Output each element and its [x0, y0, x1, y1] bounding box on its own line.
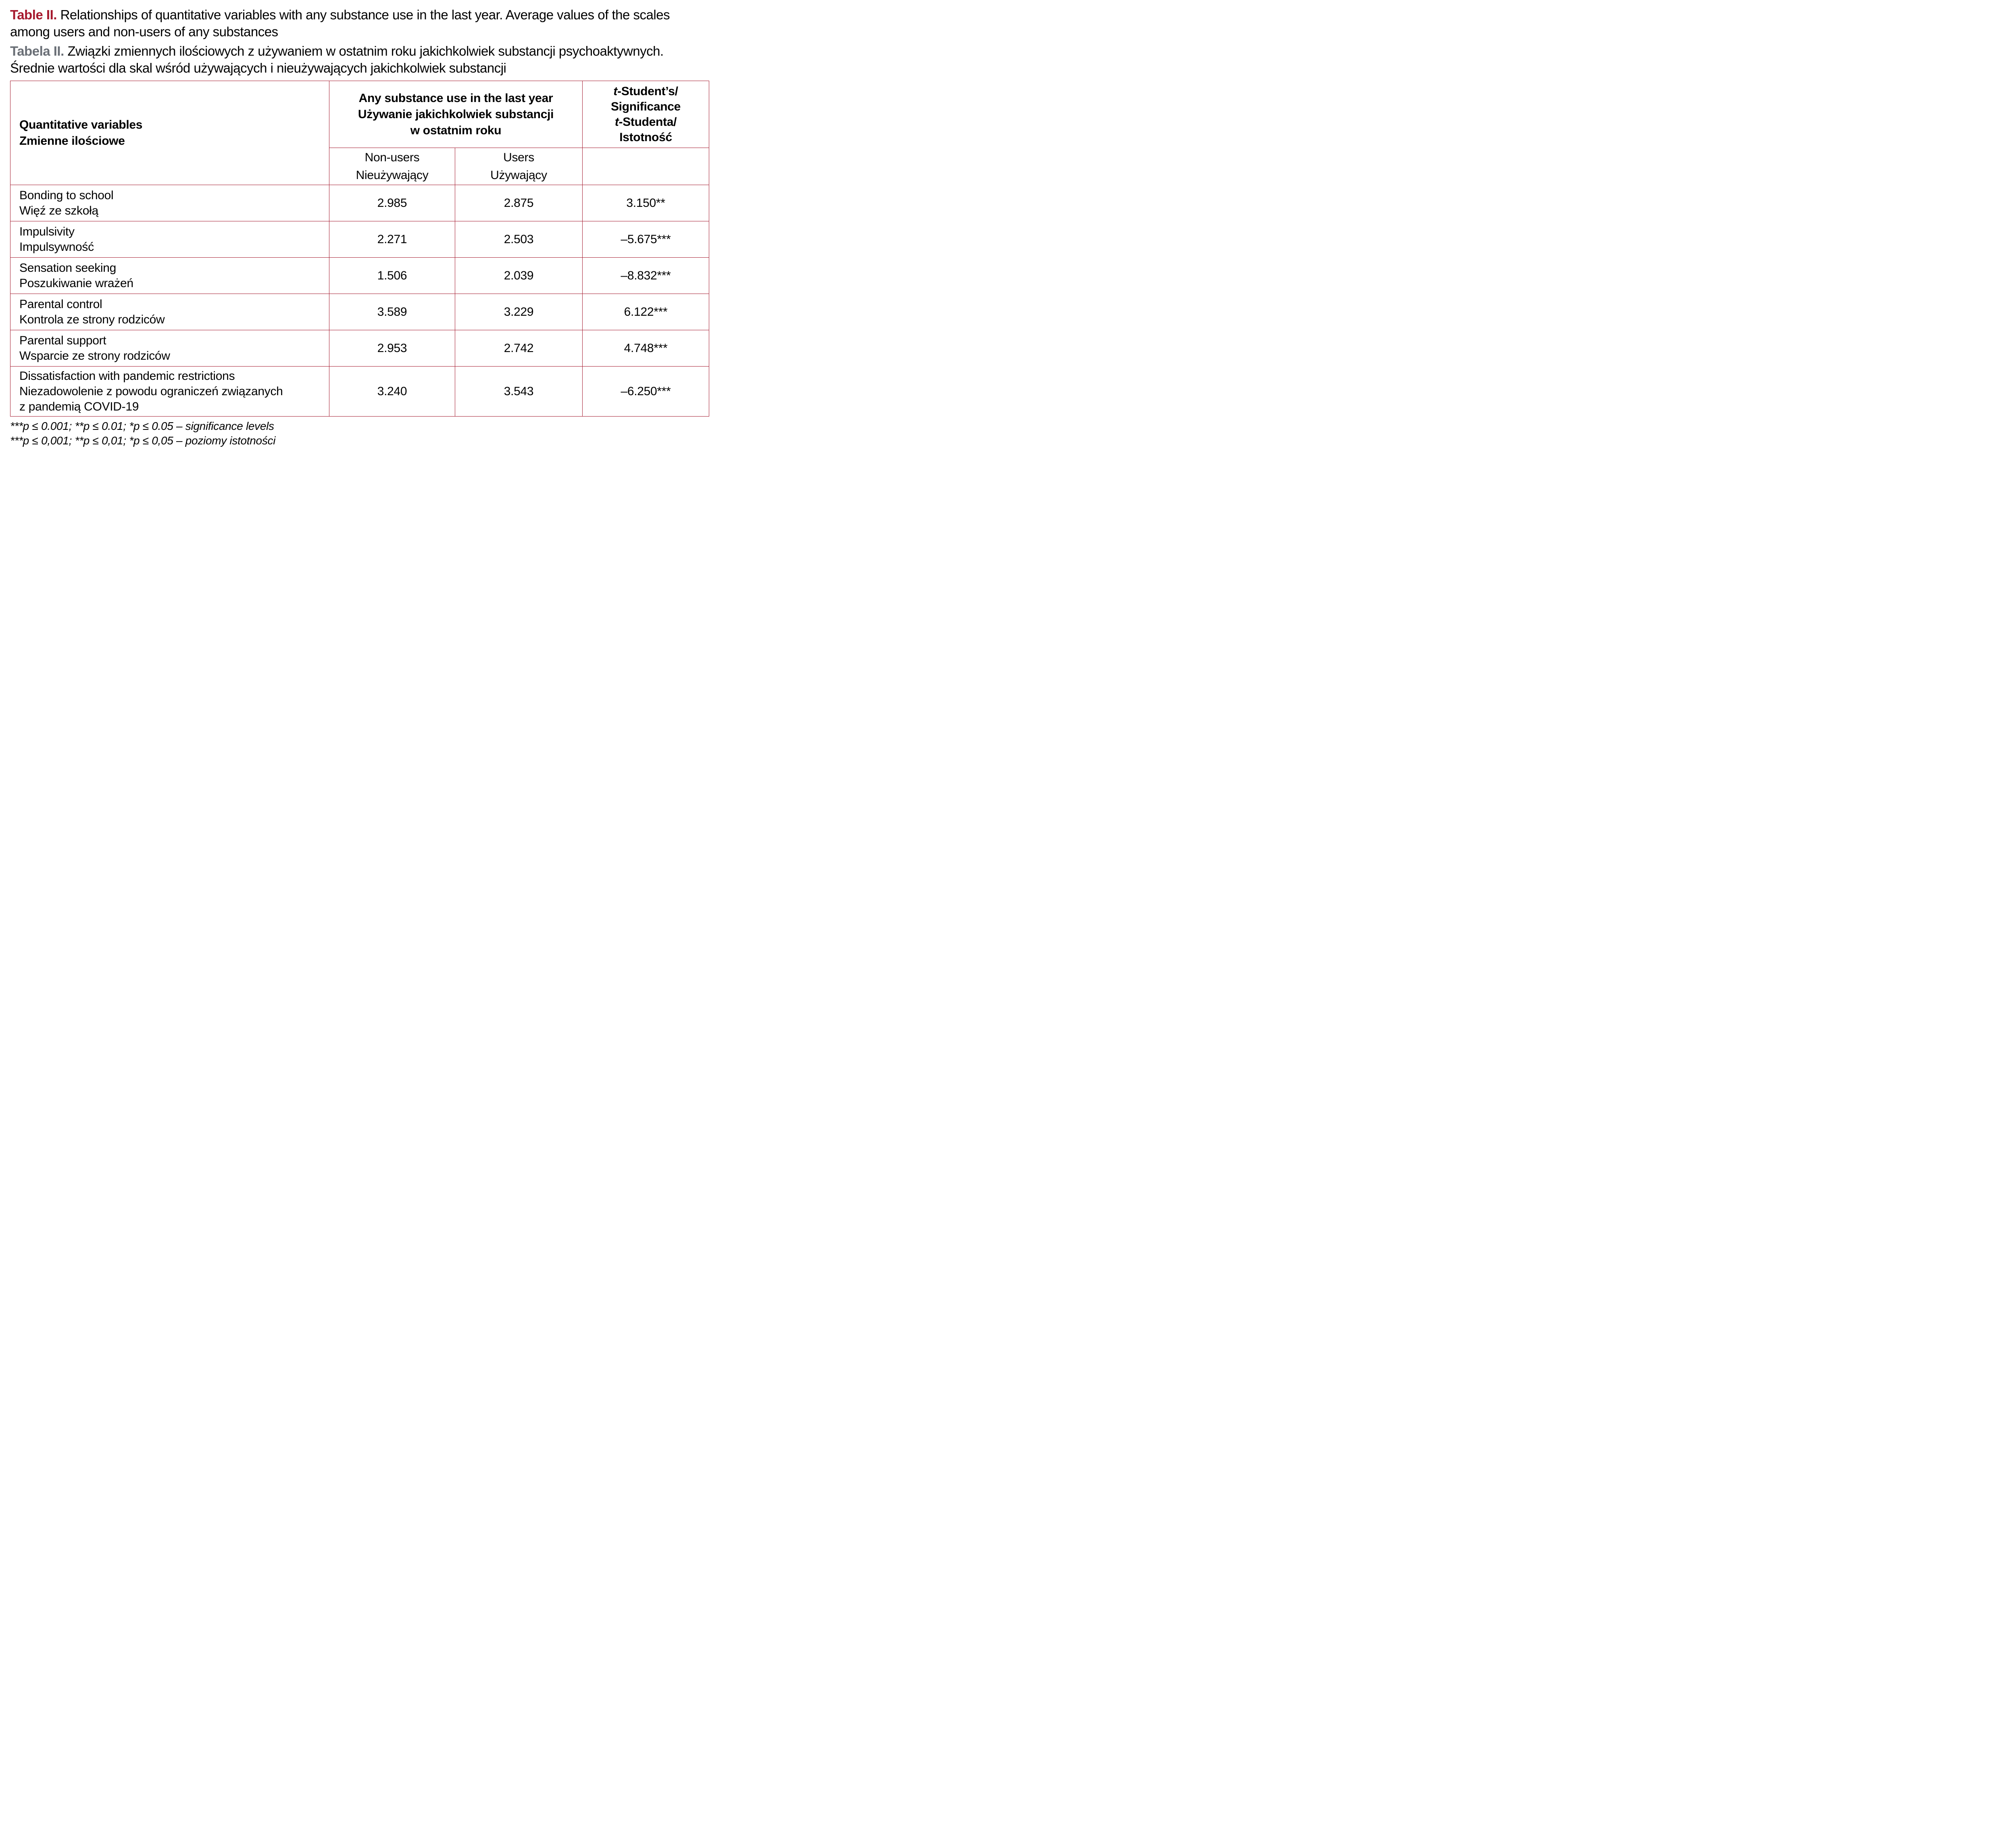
t-value: 6.122***: [582, 294, 710, 330]
header-line: t-Studenta/: [583, 115, 709, 130]
t-symbol: t: [614, 115, 619, 129]
caption-en-line2: among users and non-users of any substan…: [10, 24, 278, 39]
header-line: Quantitative variables: [19, 118, 143, 131]
variable-line: Kontrola ze strony rodziców: [19, 313, 165, 326]
non-users-value: 2.985: [329, 185, 455, 221]
variable-line: Dissatisfaction with pandemic restrictio…: [19, 369, 235, 383]
variable-line: Impulsivity: [19, 225, 75, 238]
substance-use-header: Any substance use in the last year Używa…: [329, 81, 583, 148]
non-users-value: 3.240: [329, 366, 455, 417]
footnote-en: ***p ≤ 0.001; **p ≤ 0.01; *p ≤ 0.05 – si…: [10, 420, 274, 432]
header-line: Significance: [610, 100, 681, 113]
table-row: Parental control Kontrola ze strony rodzi…: [10, 294, 710, 330]
variable-line: Parental support: [19, 333, 106, 347]
footnotes: ***p ≤ 0.001; **p ≤ 0.01; *p ≤ 0.05 – si…: [10, 419, 709, 448]
header-line-rest: -Studenta/: [619, 115, 677, 129]
caption-pl-line2: Średnie wartości dla skal wśród używając…: [10, 60, 506, 75]
table-caption: Table II. Relationships of quantitative …: [10, 6, 709, 77]
variable-cell: Bonding to school Więź ze szkołą: [10, 185, 329, 221]
users-value: 2.503: [454, 221, 583, 258]
non-users-value: 3.589: [329, 294, 455, 330]
non-users-value: 2.271: [329, 221, 455, 258]
variable-line: Bonding to school: [19, 188, 114, 202]
footnote-pl: ***p ≤ 0,001; **p ≤ 0,01; *p ≤ 0,05 – po…: [10, 434, 276, 447]
header-line: Users: [503, 150, 534, 164]
header-line: Nieużywający: [356, 168, 429, 182]
empty-header-cell: [582, 148, 710, 185]
t-symbol: t: [613, 84, 618, 98]
header-line: w ostatnim roku: [410, 123, 502, 137]
caption-en-line1: Relationships of quantitative variables …: [60, 7, 670, 22]
t-value: 3.150**: [582, 185, 710, 221]
variable-line: Wsparcie ze strony rodziców: [19, 349, 170, 363]
header-line: t-Student’s/: [583, 84, 709, 99]
caption-en: Table II. Relationships of quantitative …: [10, 6, 709, 40]
users-value: 2.039: [454, 257, 583, 294]
users-value: 2.875: [454, 185, 583, 221]
header-line-rest: -Student’s/: [617, 84, 678, 98]
users-value: 3.543: [454, 366, 583, 417]
header-line: Używający: [490, 168, 547, 182]
header-line: Używanie jakichkolwiek substancji: [358, 107, 554, 121]
caption-pl-label: Tabela II.: [10, 44, 64, 58]
table-row: Impulsivity Impulsywność 2.271 2.503 –5.6…: [10, 221, 710, 258]
users-header: Users Używający: [454, 148, 583, 185]
t-value: –8.832***: [582, 257, 710, 294]
variable-line: Więź ze szkołą: [19, 204, 98, 217]
page: Table II. Relationships of quantitative …: [0, 0, 714, 448]
variable-line: Parental control: [19, 297, 102, 311]
variable-cell: Dissatisfaction with pandemic restrictio…: [10, 366, 329, 417]
variable-line: Impulsywność: [19, 240, 94, 254]
table-row: Dissatisfaction with pandemic restrictio…: [10, 366, 710, 417]
t-value: –5.675***: [582, 221, 710, 258]
table-row: Parental support Wsparcie ze strony rodzi…: [10, 330, 710, 367]
caption-pl: Tabela II. Związki zmiennych ilościowych…: [10, 43, 709, 77]
table-row: Sensation seeking Poszukiwanie wrażeń 1.5…: [10, 257, 710, 294]
header-line: Non-users: [364, 150, 420, 164]
header-line: Any substance use in the last year: [358, 91, 553, 105]
non-users-value: 1.506: [329, 257, 455, 294]
variable-cell: Parental control Kontrola ze strony rodzi…: [10, 294, 329, 330]
variable-line: Niezadowolenie z powodu ograniczeń związ…: [19, 384, 283, 398]
variable-cell: Parental support Wsparcie ze strony rodzi…: [10, 330, 329, 367]
quantitative-variables-header: Quantitative variables Zmienne ilościowe: [10, 81, 329, 185]
variable-line: Poszukiwanie wrażeń: [19, 276, 133, 290]
variable-line: z pandemią COVID-19: [19, 400, 139, 413]
table-body: Quantitative variables Zmienne ilościowe…: [10, 81, 710, 417]
t-student-header: t-Student’s/ Significance t-Studenta/ Is…: [582, 81, 710, 148]
variable-cell: Sensation seeking Poszukiwanie wrażeń: [10, 257, 329, 294]
header-row-main: Quantitative variables Zmienne ilościowe…: [10, 81, 710, 185]
header-line: Zmienne ilościowe: [19, 134, 125, 148]
non-users-value: 2.953: [329, 330, 455, 367]
header-line: Istotność: [619, 130, 672, 144]
variable-cell: Impulsivity Impulsywność: [10, 221, 329, 258]
variable-line: Sensation seeking: [19, 261, 117, 275]
users-value: 3.229: [454, 294, 583, 330]
data-table: Quantitative variables Zmienne ilościowe…: [10, 81, 710, 417]
t-value: –6.250***: [582, 366, 710, 417]
caption-pl-line1: Związki zmiennych ilościowych z używanie…: [67, 44, 664, 58]
t-value: 4.748***: [582, 330, 710, 367]
table-row: Bonding to school Więź ze szkołą 2.985 2.…: [10, 185, 710, 221]
non-users-header: Non-users Nieużywający: [329, 148, 455, 185]
users-value: 2.742: [454, 330, 583, 367]
caption-en-label: Table II.: [10, 7, 57, 22]
